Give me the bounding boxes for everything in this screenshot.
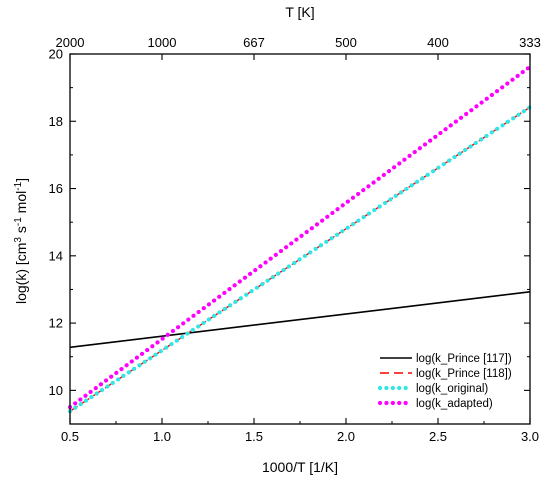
series-layer — [67, 64, 533, 414]
top-tick-label-3: 500 — [335, 35, 357, 50]
top-tick-label-5: 333 — [519, 35, 541, 50]
y-tick-label-0: 10 — [49, 383, 63, 398]
top-tick-label-0: 2000 — [56, 35, 85, 50]
legend-label-2: log(k_original) — [416, 383, 488, 395]
y-tick-label-1: 12 — [49, 316, 63, 331]
y-axis-title-sup1: 3 — [13, 237, 24, 243]
y-tick-label-4: 18 — [49, 114, 63, 129]
y-axis-title: log(k) [cm3 s-1 mol-1] — [13, 178, 29, 304]
y-axis-title-sup2: -1 — [13, 217, 24, 226]
y-tick-label-3: 16 — [49, 181, 63, 196]
top-tick-label-4: 400 — [427, 35, 449, 50]
axes-layer: 0.5 1.0 1.5 2.0 2.5 3.0 2000 1000 667 500 400 333 10… — [49, 35, 541, 444]
legend-label-0: log(k_Prince [117]) — [416, 353, 512, 365]
x-tick-label-5: 3.0 — [521, 429, 539, 444]
top-axis-title: T [K] — [285, 4, 314, 20]
y-tick-label-2: 14 — [49, 248, 63, 263]
y-axis-title-end: ] — [13, 178, 29, 182]
series-line-3 — [67, 64, 533, 410]
x-tick-label-0: 0.5 — [61, 429, 79, 444]
x-tick-label-1: 1.0 — [153, 429, 171, 444]
y-tick-label-5: 20 — [49, 47, 63, 62]
series-line-0 — [69, 291, 531, 349]
top-tick-label-1: 1000 — [148, 35, 177, 50]
series-line-2 — [67, 105, 533, 414]
x-tick-label-2: 1.5 — [245, 429, 263, 444]
x-tick-label-4: 2.5 — [429, 429, 447, 444]
legend: log(k_Prince [117]) log(k_Prince [118]) lo… — [377, 353, 512, 410]
legend-label-3: log(k_adapted) — [416, 398, 493, 410]
legend-label-1: log(k_Prince [118]) — [416, 368, 512, 380]
top-tick-label-2: 667 — [243, 35, 265, 50]
y-axis-title-sup3: -1 — [13, 181, 24, 190]
y-axis-title-mid2: mol — [13, 191, 29, 217]
series-line-1 — [69, 106, 531, 412]
y-axis-title-main: log(k) [cm — [13, 243, 29, 304]
x-axis-title: 1000/T [1/K] — [262, 459, 338, 475]
x-tick-label-3: 2.0 — [337, 429, 355, 444]
y-axis-title-mid: s — [13, 226, 29, 237]
